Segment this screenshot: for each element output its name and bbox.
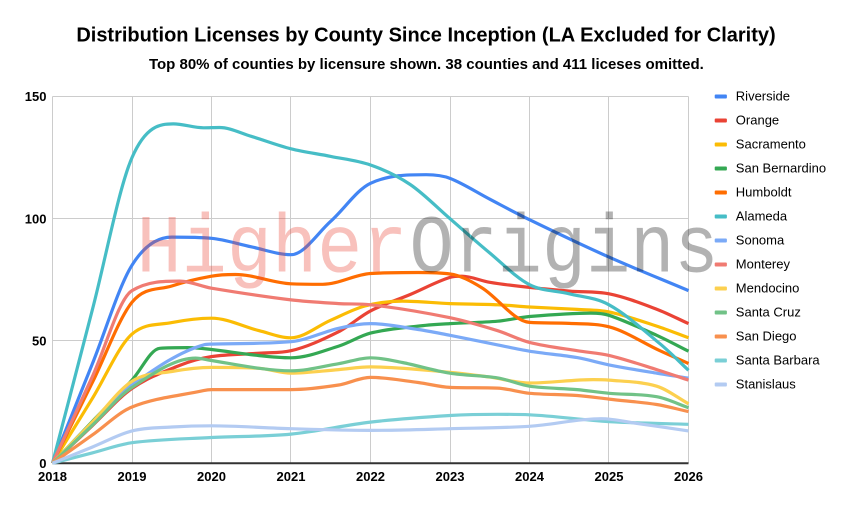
svg-text:Alameda: Alameda: [736, 209, 788, 224]
svg-text:Mendocino: Mendocino: [736, 281, 800, 296]
svg-text:150: 150: [25, 89, 47, 104]
svg-text:San Diego: San Diego: [736, 329, 797, 344]
svg-text:2024: 2024: [515, 469, 545, 484]
svg-text:0: 0: [39, 456, 46, 471]
svg-text:2020: 2020: [197, 469, 226, 484]
svg-text:2021: 2021: [277, 469, 306, 484]
svg-text:2019: 2019: [118, 469, 147, 484]
svg-text:Riverside: Riverside: [736, 89, 790, 104]
svg-text:Santa Cruz: Santa Cruz: [736, 305, 801, 320]
svg-text:Distribution Licenses by Count: Distribution Licenses by County Since In…: [76, 25, 775, 47]
svg-text:2018: 2018: [38, 469, 67, 484]
svg-text:2023: 2023: [436, 469, 465, 484]
svg-text:2022: 2022: [356, 469, 385, 484]
svg-text:Sonoma: Sonoma: [736, 233, 785, 248]
svg-text:50: 50: [32, 334, 46, 349]
svg-text:Origins: Origins: [410, 203, 719, 297]
svg-text:Santa Barbara: Santa Barbara: [736, 353, 821, 368]
svg-text:Monterey: Monterey: [736, 257, 791, 272]
svg-text:Top 80% of counties by licensu: Top 80% of counties by licensure shown. …: [149, 56, 704, 73]
svg-text:Stanislaus: Stanislaus: [736, 377, 796, 392]
svg-text:Higher: Higher: [137, 203, 408, 297]
svg-text:San Bernardino: San Bernardino: [736, 161, 826, 176]
svg-text:Humboldt: Humboldt: [736, 185, 792, 200]
svg-text:2026: 2026: [674, 469, 703, 484]
svg-text:2025: 2025: [595, 469, 624, 484]
svg-text:100: 100: [25, 211, 47, 226]
svg-text:Sacramento: Sacramento: [736, 137, 806, 152]
svg-text:Orange: Orange: [736, 113, 779, 128]
